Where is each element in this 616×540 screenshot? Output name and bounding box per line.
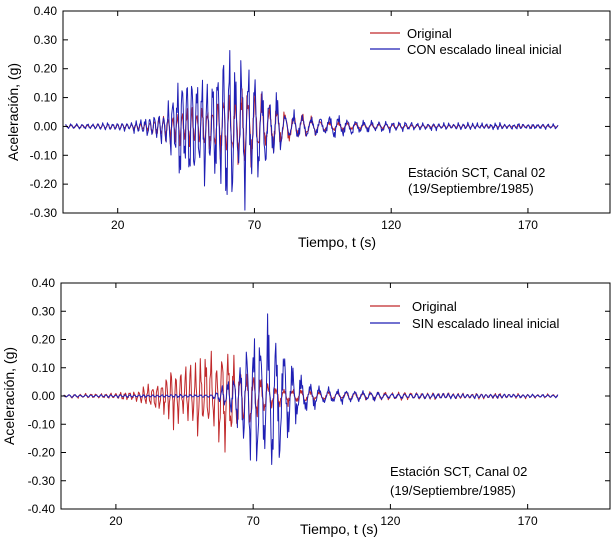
chart-top: -0.30 -0.20 -0.10 0.00 0.10 0.20 0.30 0.40 20 70… (5, 4, 611, 250)
legend-label-original: Original (407, 26, 452, 41)
x-tick-label: 120 (380, 514, 400, 528)
y-tick-label: -0.10 (30, 148, 58, 162)
y-tick-label: 0.30 (34, 33, 58, 47)
annotation-station: Estación SCT, Canal 02 (390, 464, 527, 479)
x-axis-label: Tiempo, t (s) (298, 234, 376, 250)
y-tick-label: -0.20 (28, 446, 56, 460)
x-tick-label: 20 (111, 218, 125, 232)
y-tick-label: -0.10 (28, 417, 56, 431)
series-line-original (63, 350, 558, 453)
x-tick-label: 20 (109, 514, 123, 528)
x-tick-label: 170 (518, 514, 538, 528)
y-tick-label: 0.30 (32, 304, 56, 318)
annotation-date: (19/Septiembre/1985) (390, 483, 516, 498)
legend-label-original: Original (412, 299, 457, 314)
y-tick-label: 0.10 (34, 91, 58, 105)
x-tick-label: 70 (248, 218, 262, 232)
y-tick-label: 0.20 (34, 62, 58, 76)
y-tick-label: -0.40 (28, 502, 56, 516)
x-tick-label: 170 (518, 218, 538, 232)
x-tick-label: 70 (246, 514, 260, 528)
x-axis-label: Tiempo, t (s) (300, 521, 378, 537)
legend-label-scaled: CON escalado lineal inicial (407, 42, 562, 57)
annotation-date: (19/Septiembre/1985) (408, 181, 534, 196)
x-tick-label: 120 (381, 218, 401, 232)
series-line-scaled (63, 313, 559, 465)
series-line-scaled (65, 50, 559, 211)
y-tick-label: -0.30 (28, 474, 56, 488)
y-tick-label: 0.00 (34, 119, 58, 133)
plot-frame (62, 10, 611, 214)
y-axis-label: Aceleración, (g) (5, 63, 21, 161)
legend-label-scaled: SIN escalado lineal inicial (412, 316, 560, 331)
y-tick-label: -0.30 (30, 206, 58, 220)
legend: Original CON escalado lineal inicial (370, 26, 562, 57)
chart-bottom: -0.40 -0.30 -0.20 -0.10 0.00 0.10 0.20 0.30 0.40… (1, 276, 611, 537)
y-tick-label: 0.00 (32, 389, 56, 403)
y-tick-label: 0.10 (32, 361, 56, 375)
y-tick-label: 0.40 (34, 4, 58, 18)
y-tick-label: 0.40 (32, 276, 56, 290)
legend: Original SIN escalado lineal inicial (370, 299, 560, 331)
annotation-station: Estación SCT, Canal 02 (408, 165, 545, 180)
y-tick-label: -0.20 (30, 177, 58, 191)
y-tick-label: 0.20 (32, 333, 56, 347)
y-axis-label: Aceleración, (g) (1, 347, 17, 445)
